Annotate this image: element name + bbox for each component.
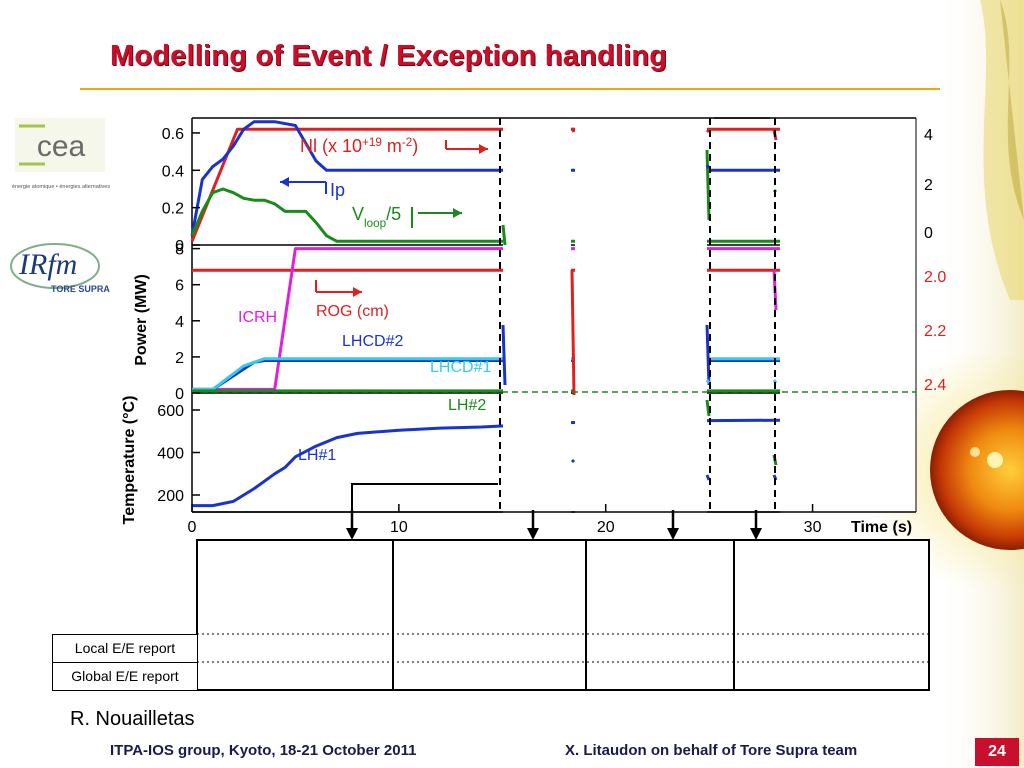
event-glitch-14: [705, 474, 711, 481]
event-glitch-8: [705, 324, 711, 386]
label-icrh-part: ICRH: [238, 309, 277, 326]
label-nl-part: ): [412, 136, 418, 156]
label-lh2-part: LH#2: [448, 397, 486, 414]
xtick-label-0: 0: [188, 519, 197, 536]
event-glitch-2: [705, 128, 711, 134]
event-glitch-0: [501, 224, 507, 246]
footer-right: X. Litaudon on behalf of Tore Supra team: [565, 742, 858, 759]
right-tick-rog-0: 2.0: [924, 269, 946, 286]
event-bracket: [351, 483, 498, 512]
event-table-frame: [196, 539, 930, 691]
label-nl-part: m: [382, 136, 402, 156]
series-plasma-2: [190, 187, 896, 243]
label-lh1-part: LH#1: [298, 447, 336, 464]
ytick-label-power-1: 2: [175, 350, 184, 367]
title-underline: [80, 88, 940, 90]
event-glitch-7: [501, 324, 507, 386]
label-rog: ROG (cm): [316, 303, 389, 320]
right-tick-plasma-1: 2: [924, 177, 933, 194]
label-lhcd2: LHCD#2: [342, 333, 403, 350]
ytick-label-temperature-0: 200: [157, 488, 184, 505]
x-axis-label: Time (s): [851, 519, 912, 536]
label-vloop-part: V: [352, 204, 364, 224]
page-number: 24: [975, 738, 1019, 766]
footer-left: ITPA-IOS group, Kyoto, 18-21 October 201…: [110, 742, 417, 759]
right-tick-plasma-2: 4: [924, 127, 933, 144]
cea-logo-subtitle: énergie atomique • énergies alternatives: [12, 184, 110, 190]
ytick-label-power-0: 0: [175, 386, 184, 403]
ytick-label-plasma-1: 0.2: [162, 201, 184, 218]
masked-region-3: [780, 120, 916, 513]
irfm-logo-text: IRfm: [18, 248, 77, 281]
event-glitch-9: [705, 379, 711, 384]
label-lhcd1: LHCD#1: [430, 359, 491, 376]
slide-title: Modelling of Event / Exception handling: [110, 40, 668, 72]
ytick-label-temperature-1: 400: [157, 446, 184, 463]
label-nl-part: +19: [362, 136, 382, 149]
masked-region-2: [575, 120, 707, 513]
label-ip: Ip: [330, 180, 345, 200]
xtick-label-3: 30: [804, 519, 822, 536]
ytick-label-plasma-3: 0.6: [162, 126, 184, 143]
cea-logo-text: cea: [37, 130, 86, 163]
global-report-row-label: Global E/E report: [52, 662, 198, 691]
ytick-label-power-2: 4: [175, 314, 184, 331]
label-vloop-part: loop: [364, 217, 387, 230]
label-vloop-part: /5: [386, 204, 401, 224]
ytick-label-plasma-2: 0.4: [162, 163, 184, 180]
series-plasma-1: [190, 120, 896, 236]
label-lhcd1-part: LHCD#1: [430, 359, 491, 376]
label-rog-part: ROG (cm): [316, 303, 389, 320]
right-tick-plasma-0: 0: [924, 225, 933, 242]
ytick-label-power-3: 6: [175, 278, 184, 295]
ytick-label-power-4: 8: [175, 242, 184, 259]
label-nl: Nl (x 10+19 m-2): [300, 136, 418, 157]
ytick-label-plasma-0: 0: [175, 238, 184, 255]
cea-logo: cea énergie atomique • énergies alternat…: [5, 112, 117, 194]
event-arrow-head-3: [667, 528, 679, 540]
xtick-label-2: 20: [597, 519, 615, 536]
rog-arrow-head: [353, 287, 362, 297]
label-nl-part: -2: [402, 136, 412, 149]
masked-region-1: [503, 120, 571, 513]
event-glitch-16: [570, 269, 576, 396]
ytick-label-temperature-2: 600: [157, 403, 184, 420]
right-tick-rog-1: 2.2: [924, 323, 946, 340]
event-glitch-1: [705, 149, 711, 221]
event-glitch-3: [705, 164, 711, 169]
label-lh2: LH#2: [448, 397, 486, 414]
xtick-label-1: 10: [390, 519, 408, 536]
event-glitch-4: [570, 127, 576, 133]
irfm-logo: IRfm TORE SUPRA: [10, 243, 110, 294]
power-axis-label: Power (MW): [133, 274, 150, 366]
label-nl-part: Nl (x 10: [300, 136, 362, 156]
irfm-logo-subtitle: TORE SUPRA: [51, 284, 110, 294]
label-lh1: LH#1: [298, 447, 336, 464]
label-vloop: Vloop/5: [352, 204, 401, 230]
local-report-row-label: Local E/E report: [52, 634, 198, 663]
vloop-arrow-head: [453, 208, 462, 218]
right-tick-rog-2: 2.4: [924, 377, 946, 394]
label-icrh: ICRH: [238, 309, 277, 326]
event-glitch-12: [705, 399, 711, 417]
author: R. Nouailletas: [70, 708, 195, 730]
label-lhcd2-part: LHCD#2: [342, 333, 403, 350]
event-arrow-head-2: [527, 528, 539, 540]
event-arrow-head-4: [750, 528, 762, 540]
event-glitch-17: [570, 458, 576, 464]
event-arrow-head-1: [346, 528, 358, 540]
series-temperature-1: [192, 418, 896, 508]
ip-arrow-head: [280, 177, 289, 187]
label-ip-part: Ip: [330, 180, 345, 200]
nl-arrow-head: [479, 144, 488, 154]
temperature-axis-label: Temperature (°C): [121, 396, 138, 525]
